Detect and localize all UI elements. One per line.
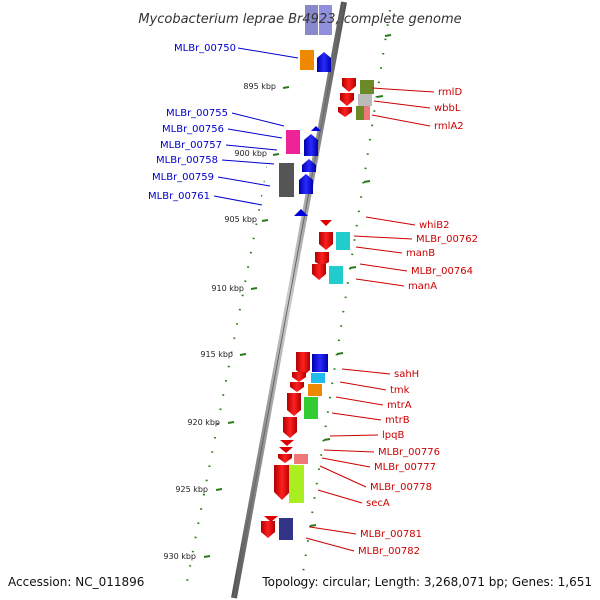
feature-block-olive-pink [364, 106, 370, 120]
gene-arrow-reverse [280, 440, 294, 446]
gene-label-rmlA2[interactable]: rmlA2 [434, 121, 464, 132]
gene-arrow-reverse [278, 454, 292, 463]
tick-label: 900 kbp [234, 149, 267, 158]
gene-arrow-forward [311, 126, 321, 131]
gene-label-MLBr_00762[interactable]: MLBr_00762 [416, 234, 478, 245]
feature-block-navy [279, 518, 293, 540]
gene-label-MLBr_00757[interactable]: MLBr_00757 [160, 140, 222, 151]
tick-label: 895 kbp [243, 82, 276, 91]
gene-label-MLBr_00758[interactable]: MLBr_00758 [156, 155, 218, 166]
feature-block-olive [360, 80, 374, 94]
forward-strand-track [258, 2, 336, 222]
genome-backbone [231, 1, 347, 599]
scale-ticks [203, 34, 392, 558]
gene-label-manB[interactable]: manB [406, 248, 435, 259]
gene-label-MLBr_00776[interactable]: MLBr_00776 [378, 447, 440, 458]
topology-summary: Topology: circular; Length: 3,268,071 bp… [261, 575, 592, 589]
gene-arrow-reverse [279, 447, 293, 453]
tick-label: 920 kbp [187, 418, 220, 427]
feature-block-lavender [319, 5, 332, 35]
map-title: Mycobacterium leprae Br4923, complete ge… [138, 12, 461, 27]
gene-label-wbbL[interactable]: wbbL [434, 103, 461, 114]
gene-label-tmk[interactable]: tmk [390, 385, 410, 396]
feature-block-green [304, 397, 318, 419]
feature-block-pink [294, 454, 308, 464]
feature-block-orange [300, 50, 314, 70]
feature-block-olive-pink [356, 106, 364, 120]
gene-label-MLBr_00778[interactable]: MLBr_00778 [370, 482, 432, 493]
gene-arrow-reverse [342, 78, 356, 92]
feature-block-cyan [311, 373, 325, 383]
gene-label-MLBr_00756[interactable]: MLBr_00756 [162, 124, 224, 135]
forward-features [279, 5, 332, 216]
gene-arrow-reverse [315, 252, 329, 266]
feature-block-gray [358, 94, 372, 106]
tick-label: 910 kbp [211, 284, 244, 293]
tick-label: 905 kbp [224, 215, 257, 224]
gene-label-mtrB[interactable]: mtrB [385, 415, 410, 426]
gene-arrow-reverse [340, 93, 354, 106]
feature-block-orange [308, 384, 322, 396]
gene-arrow-reverse [274, 465, 290, 500]
forward-gene-labels: MLBr_00750 MLBr_00755 MLBr_00756 MLBr_00… [148, 43, 299, 206]
gene-arrow-reverse [338, 107, 352, 117]
gene-label-lpqB[interactable]: lpqB [382, 430, 404, 441]
reverse-gene-labels: rmlD wbbL rmlA2 whiB2 MLBr_00762 manB ML… [305, 87, 478, 557]
gene-arrow-forward [304, 134, 318, 156]
inner-tick-ring [184, 9, 299, 593]
gene-label-secA[interactable]: secA [366, 498, 390, 509]
feature-block-lavender [305, 5, 318, 35]
gene-arrow-reverse [312, 264, 326, 280]
gene-label-whiB2[interactable]: whiB2 [419, 220, 450, 231]
tick-label: 930 kbp [163, 552, 196, 561]
gene-label-MLBr_00761[interactable]: MLBr_00761 [148, 191, 210, 202]
gene-label-MLBr_00750[interactable]: MLBr_00750 [174, 43, 236, 54]
gene-label-manA[interactable]: manA [408, 281, 437, 292]
feature-block-cyan [336, 232, 350, 250]
tick-labels: 895 kbp 900 kbp 905 kbp 910 kbp 915 kbp … [163, 82, 276, 561]
gene-label-MLBr_00781[interactable]: MLBr_00781 [360, 529, 422, 540]
feature-block-cyan [329, 266, 343, 284]
gene-arrow-reverse [287, 393, 301, 416]
gene-arrow-forward [302, 159, 316, 172]
gene-arrow-reverse [296, 352, 310, 376]
gene-label-rmlD[interactable]: rmlD [438, 87, 462, 98]
gene-arrow-reverse [319, 232, 333, 250]
reverse-features [261, 78, 374, 540]
gene-label-MLBr_00782[interactable]: MLBr_00782 [358, 546, 420, 557]
gene-label-MLBr_00777[interactable]: MLBr_00777 [374, 462, 436, 473]
accession-text: Accession: NC_011896 [8, 575, 144, 589]
feature-block-gray [279, 163, 294, 197]
gene-arrow-reverse [283, 417, 297, 438]
gene-label-MLBr_00755[interactable]: MLBr_00755 [166, 108, 228, 119]
gene-label-MLBr_00759[interactable]: MLBr_00759 [152, 172, 214, 183]
gene-label-MLBr_00764[interactable]: MLBr_00764 [411, 266, 473, 277]
gene-arrow-forward [299, 174, 313, 194]
tick-label: 915 kbp [200, 350, 233, 359]
gene-arrow-forward [312, 354, 328, 372]
gene-label-mtrA[interactable]: mtrA [387, 400, 412, 411]
feature-block-magenta [286, 130, 300, 154]
feature-block-lime [289, 465, 304, 503]
tick-label: 925 kbp [175, 485, 208, 494]
gene-arrow-forward [317, 52, 331, 72]
gene-arrow-reverse [320, 220, 332, 226]
gene-arrow-reverse [292, 372, 306, 382]
gene-label-sahH[interactable]: sahH [394, 369, 419, 380]
gene-arrow-forward [294, 209, 308, 216]
gene-arrow-reverse [290, 382, 304, 392]
gene-arrow-reverse [261, 521, 275, 538]
gene-arrow-reverse [264, 516, 278, 522]
